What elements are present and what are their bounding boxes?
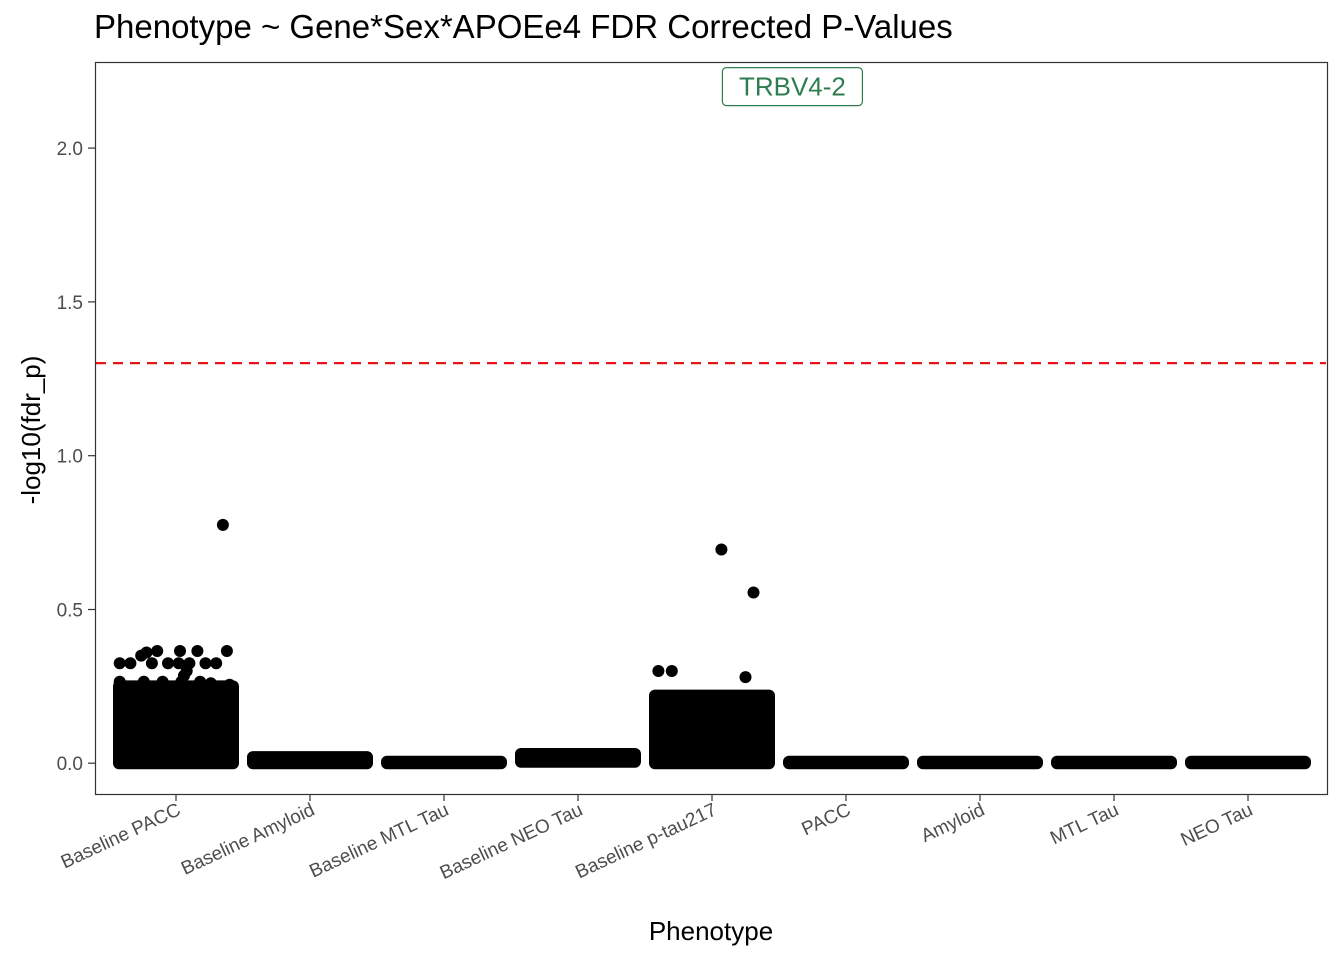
data-point-0	[216, 518, 229, 531]
data-point-27	[747, 586, 760, 599]
dense-band-1	[247, 751, 373, 770]
y-tick-label: 0.5	[57, 601, 83, 622]
x-tick-label: Baseline p-tau217	[572, 799, 720, 883]
scatter-points	[113, 518, 760, 691]
data-point-26	[715, 543, 728, 556]
dense-band-5	[783, 755, 909, 770]
plot-panel	[94, 61, 1329, 796]
x-tick-label: Amyloid	[918, 799, 988, 847]
x-tick-label: PACC	[799, 799, 854, 840]
data-point-5	[191, 645, 204, 657]
data-point-9	[145, 657, 158, 670]
data-point-21	[194, 675, 207, 688]
y-tick-label: 1.5	[57, 293, 83, 314]
data-point-22	[204, 677, 217, 690]
x-tick-label: Baseline Amyloid	[178, 799, 318, 879]
data-point-10	[162, 657, 174, 670]
dense-band-7	[1051, 755, 1177, 770]
dense-band-2	[381, 755, 507, 770]
dense-bands	[113, 680, 1311, 770]
data-point-4	[174, 645, 186, 657]
data-point-20	[175, 675, 188, 688]
data-point-14	[210, 657, 223, 670]
data-point-23	[223, 678, 236, 691]
x-tick-label: Baseline PACC	[58, 799, 184, 873]
x-axis-title: Phenotype	[649, 916, 773, 946]
data-point-7	[113, 657, 126, 670]
dense-band-3	[515, 748, 641, 768]
data-point-18	[137, 675, 150, 688]
data-point-8	[124, 657, 137, 670]
data-point-24	[652, 665, 665, 677]
data-point-17	[113, 675, 126, 688]
data-point-19	[156, 675, 169, 688]
x-tick-label: Baseline NEO Tau	[437, 799, 586, 883]
y-tick-label: 0.0	[57, 754, 83, 775]
data-point-1	[220, 645, 233, 657]
annotation-box	[721, 66, 864, 107]
annotation-label: TRBV4-2	[721, 66, 864, 107]
x-tick-label: Baseline MTL Tau	[306, 799, 452, 882]
data-point-28	[739, 671, 752, 684]
x-tick-label: MTL Tau	[1047, 799, 1122, 849]
x-tick-label: NEO Tau	[1178, 799, 1256, 850]
data-point-25	[665, 665, 678, 677]
annotation-text: TRBV4-2	[739, 72, 846, 102]
y-axis-title: -log10(fdr_p)	[16, 356, 46, 505]
chart-title: Phenotype ~ Gene*Sex*APOEe4 FDR Correcte…	[94, 8, 953, 45]
dense-band-0	[113, 680, 239, 770]
dense-band-8	[1185, 755, 1311, 770]
y-tick-label: 1.0	[57, 447, 83, 468]
data-point-3	[151, 645, 164, 657]
data-point-13	[199, 657, 212, 670]
y-axis: 0.0 0.5 1.0 1.5 2.0	[57, 139, 95, 775]
y-tick-label: 2.0	[57, 139, 83, 160]
data-point-6	[135, 649, 148, 662]
data-point-11	[172, 657, 185, 670]
dense-band-4	[649, 689, 775, 770]
dense-band-6	[917, 755, 1043, 770]
